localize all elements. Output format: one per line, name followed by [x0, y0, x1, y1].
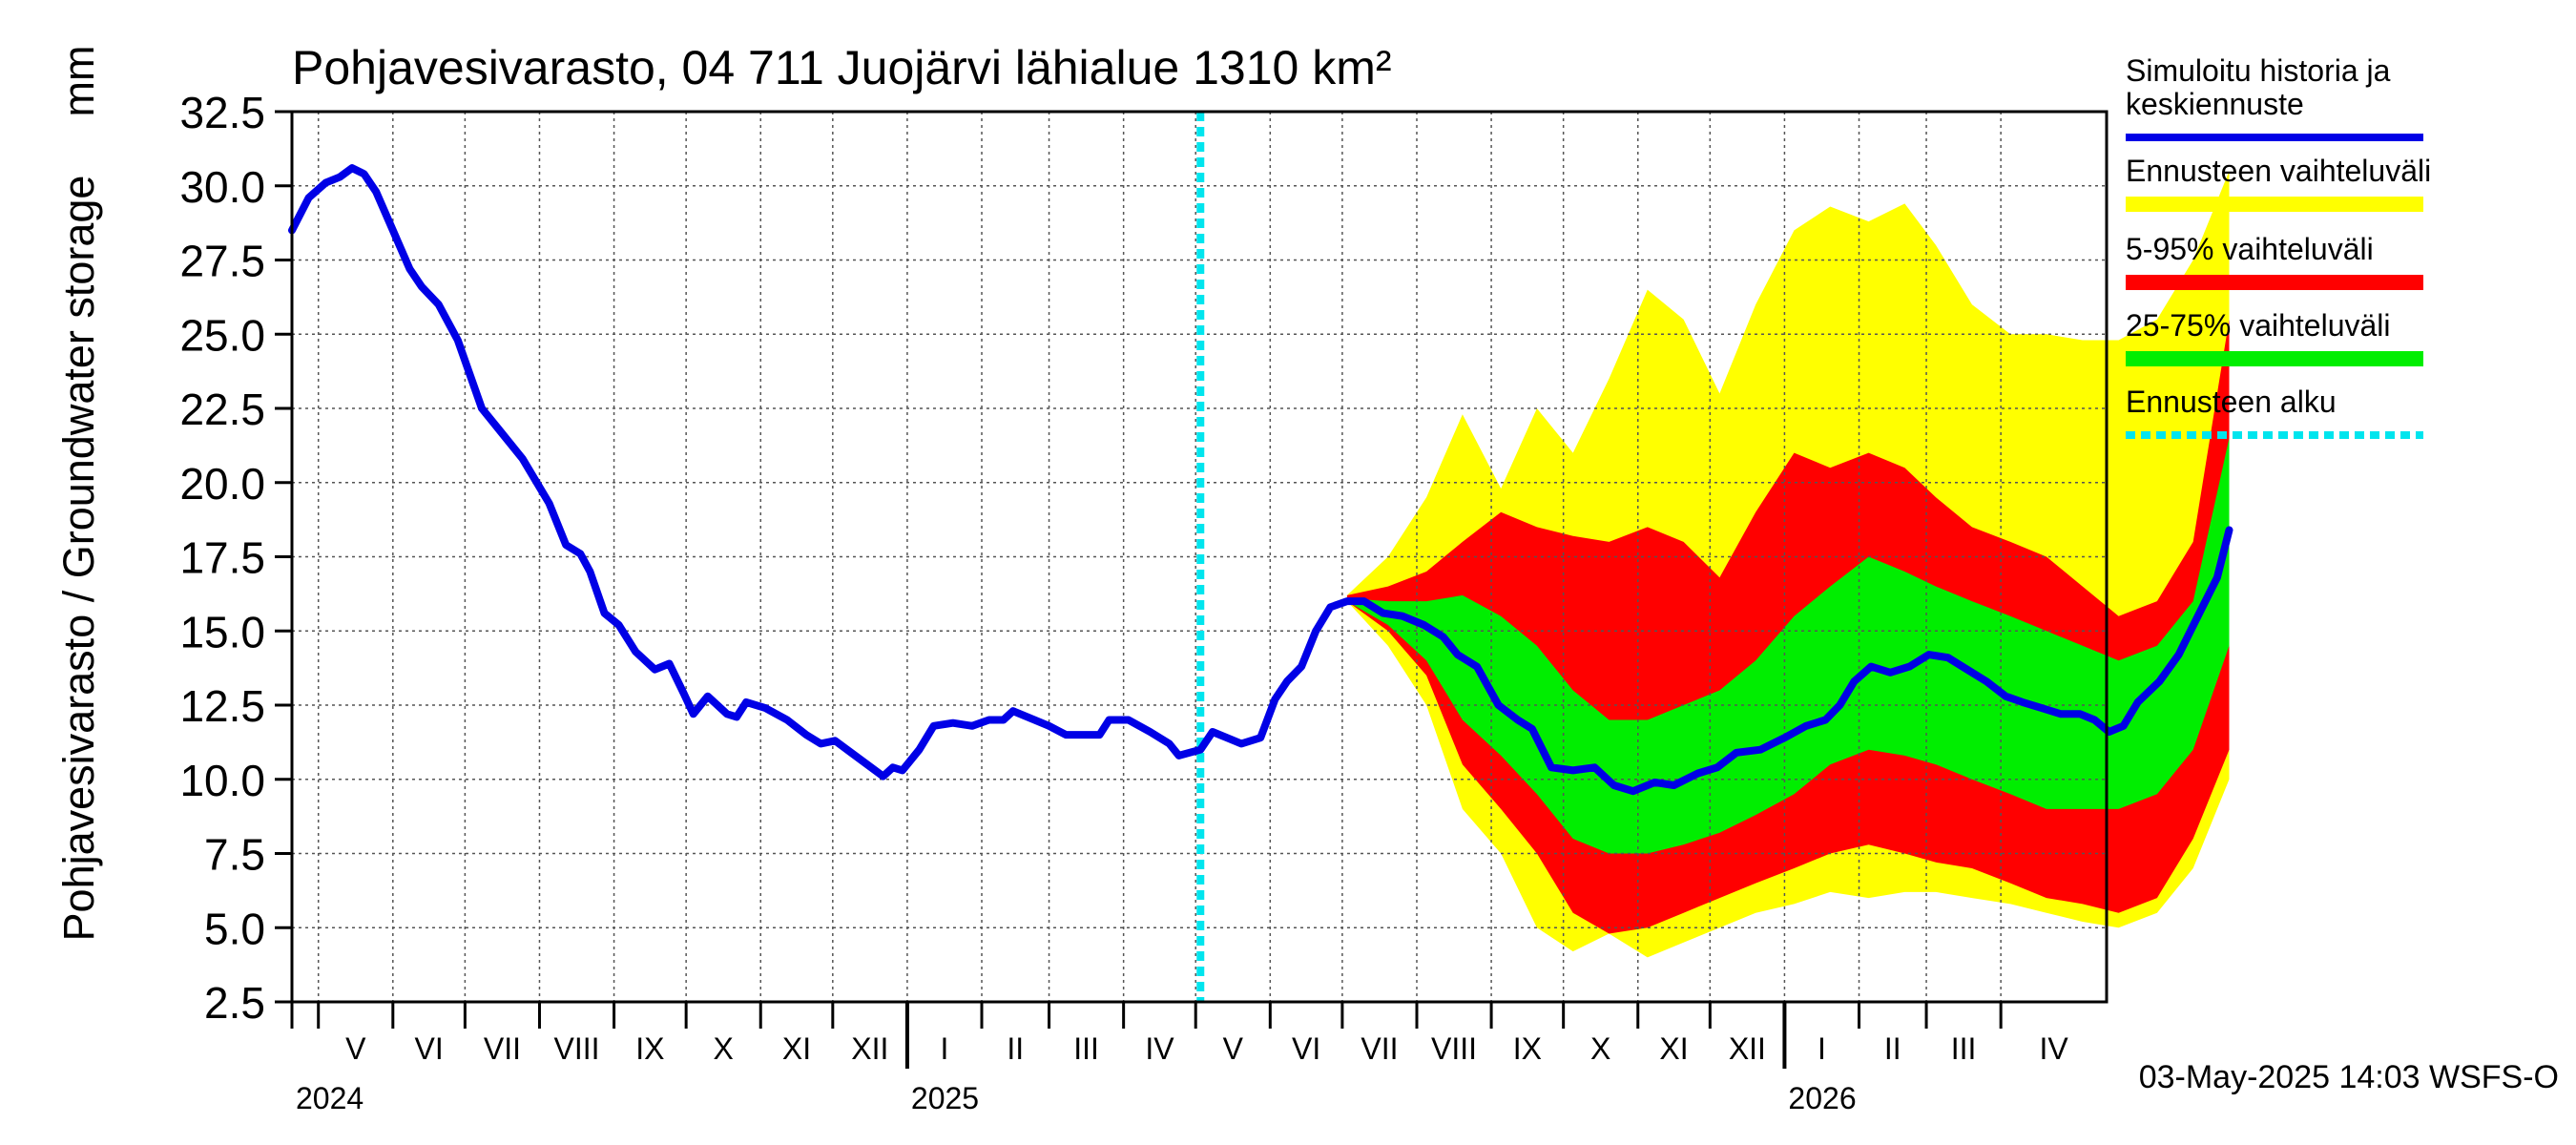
month-label-14: VII	[1361, 1031, 1398, 1066]
chart-title: Pohjavesivarasto, 04 711 Juojärvi lähial…	[292, 41, 1392, 94]
month-label-9: II	[1007, 1031, 1024, 1066]
month-label-12: V	[1223, 1031, 1244, 1066]
y-tick-label-10: 7.5	[204, 830, 265, 880]
y-axis-label: Pohjavesivarasto / Groundwater storage	[54, 176, 103, 942]
month-label-10: III	[1073, 1031, 1099, 1066]
y-tick-label-11: 5.0	[204, 904, 265, 953]
month-label-6: XI	[782, 1031, 811, 1066]
series-lines	[288, 164, 2233, 796]
month-label-5: X	[714, 1031, 734, 1066]
x-axis: V VI VII VIII IX X XI XII I II III IV V VI VII VIII IX X X…	[290, 1002, 2068, 1115]
month-label-15: VIII	[1431, 1031, 1477, 1066]
timestamp: 03-May-2025 14:03 WSFS-O	[2139, 1059, 2559, 1095]
legend-label-0-cont: keskiennuste	[2126, 87, 2304, 121]
month-label-20: I	[1818, 1031, 1826, 1066]
legend-swatch-1	[2126, 197, 2423, 212]
month-label-4: IX	[635, 1031, 664, 1066]
legend-label-4: Ennusteen alku	[2126, 385, 2337, 419]
month-label-8: I	[941, 1031, 949, 1066]
month-label-1: VI	[414, 1031, 443, 1066]
y-tick-label-3: 25.0	[179, 310, 265, 360]
month-label-23: IV	[2039, 1031, 2068, 1066]
y-tick-label-7: 15.0	[179, 607, 265, 656]
y-tick-label-8: 12.5	[179, 681, 265, 731]
month-label-11: IV	[1145, 1031, 1174, 1066]
year-label-0: 2024	[296, 1081, 364, 1115]
band-2	[1346, 438, 2230, 854]
month-label-16: IX	[1513, 1031, 1542, 1066]
month-label-0: V	[345, 1031, 366, 1066]
legend-label-0: Simuloitu historia ja	[2126, 53, 2391, 88]
month-label-13: VI	[1292, 1031, 1320, 1066]
month-label-18: XI	[1659, 1031, 1688, 1066]
year-label-1: 2025	[911, 1081, 979, 1115]
y-tick-label-0: 32.5	[179, 88, 265, 137]
grid-lines	[292, 112, 2107, 1002]
legend-label-1: Ennusteen vaihteluväli	[2126, 154, 2431, 188]
legend-label-2: 5-95% vaihteluväli	[2126, 232, 2374, 266]
y-axis-unit: mm	[54, 46, 103, 117]
month-label-7: XII	[851, 1031, 888, 1066]
month-label-21: II	[1884, 1031, 1901, 1066]
y-tick-label-12: 2.5	[204, 978, 265, 1028]
month-label-19: XII	[1729, 1031, 1766, 1066]
y-tick-label-5: 20.0	[179, 459, 265, 509]
legend-swatch-2	[2126, 275, 2423, 290]
forecast-bands	[1346, 171, 2230, 958]
month-label-3: VIII	[554, 1031, 600, 1066]
month-label-17: X	[1590, 1031, 1610, 1066]
y-tick-label-1: 30.0	[179, 162, 265, 212]
year-label-2: 2026	[1788, 1081, 1856, 1115]
legend-label-3: 25-75% vaihteluväli	[2126, 308, 2391, 343]
month-label-2: VII	[484, 1031, 521, 1066]
month-label-22: III	[1951, 1031, 1977, 1066]
y-tick-label-9: 10.0	[179, 756, 265, 805]
y-tick-label-2: 27.5	[179, 237, 265, 286]
y-tick-label-4: 22.5	[179, 385, 265, 434]
legend-swatch-3	[2126, 351, 2423, 366]
y-axis-ticks: 32.5 30.0 27.5 25.0 22.5 20.0 17.5 15.0 12.5 10.0…	[179, 88, 292, 1028]
y-tick-label-6: 17.5	[179, 533, 265, 583]
series-line-0	[288, 164, 2233, 796]
